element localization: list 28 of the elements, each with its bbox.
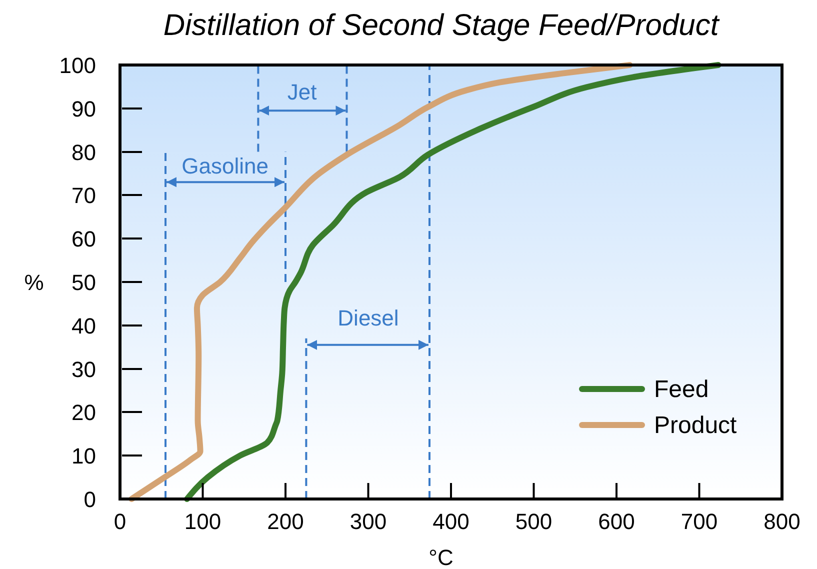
legend-label: Product: [654, 412, 738, 439]
y-tick-label: 40: [72, 313, 96, 338]
y-tick-label: 60: [72, 226, 96, 252]
y-tick-label: 50: [72, 270, 96, 295]
annotation: Diesel: [338, 305, 399, 330]
annotation: Jet: [287, 80, 317, 105]
x-tick-label: 500: [515, 509, 552, 534]
chart-title: Distillation of Second Stage Feed/Product: [163, 9, 720, 42]
y-tick-label: 10: [72, 444, 96, 469]
y-tick-label: 0: [84, 487, 96, 512]
x-tick-label: 700: [680, 509, 718, 534]
x-tick-label: 600: [598, 509, 635, 534]
x-axis-title: °C: [428, 545, 454, 569]
legend-label: Feed: [654, 376, 709, 403]
y-tick-label: 100: [59, 53, 96, 78]
y-tick-label: 80: [72, 140, 96, 165]
x-tick-label: 800: [764, 509, 800, 534]
x-tick-label: 300: [350, 509, 387, 534]
x-tick-label: 0: [114, 509, 126, 534]
y-tick-label: 20: [72, 400, 96, 426]
y-tick-label: 70: [72, 183, 96, 208]
x-tick-label: 200: [267, 509, 304, 534]
annotation: Gasoline: [182, 154, 269, 178]
x-tick-label: 100: [184, 509, 222, 534]
y-axis-title: %: [24, 270, 44, 295]
y-tick-label: 90: [72, 96, 96, 122]
y-tick-label: 30: [72, 356, 96, 382]
x-tick-label: 400: [432, 509, 470, 534]
